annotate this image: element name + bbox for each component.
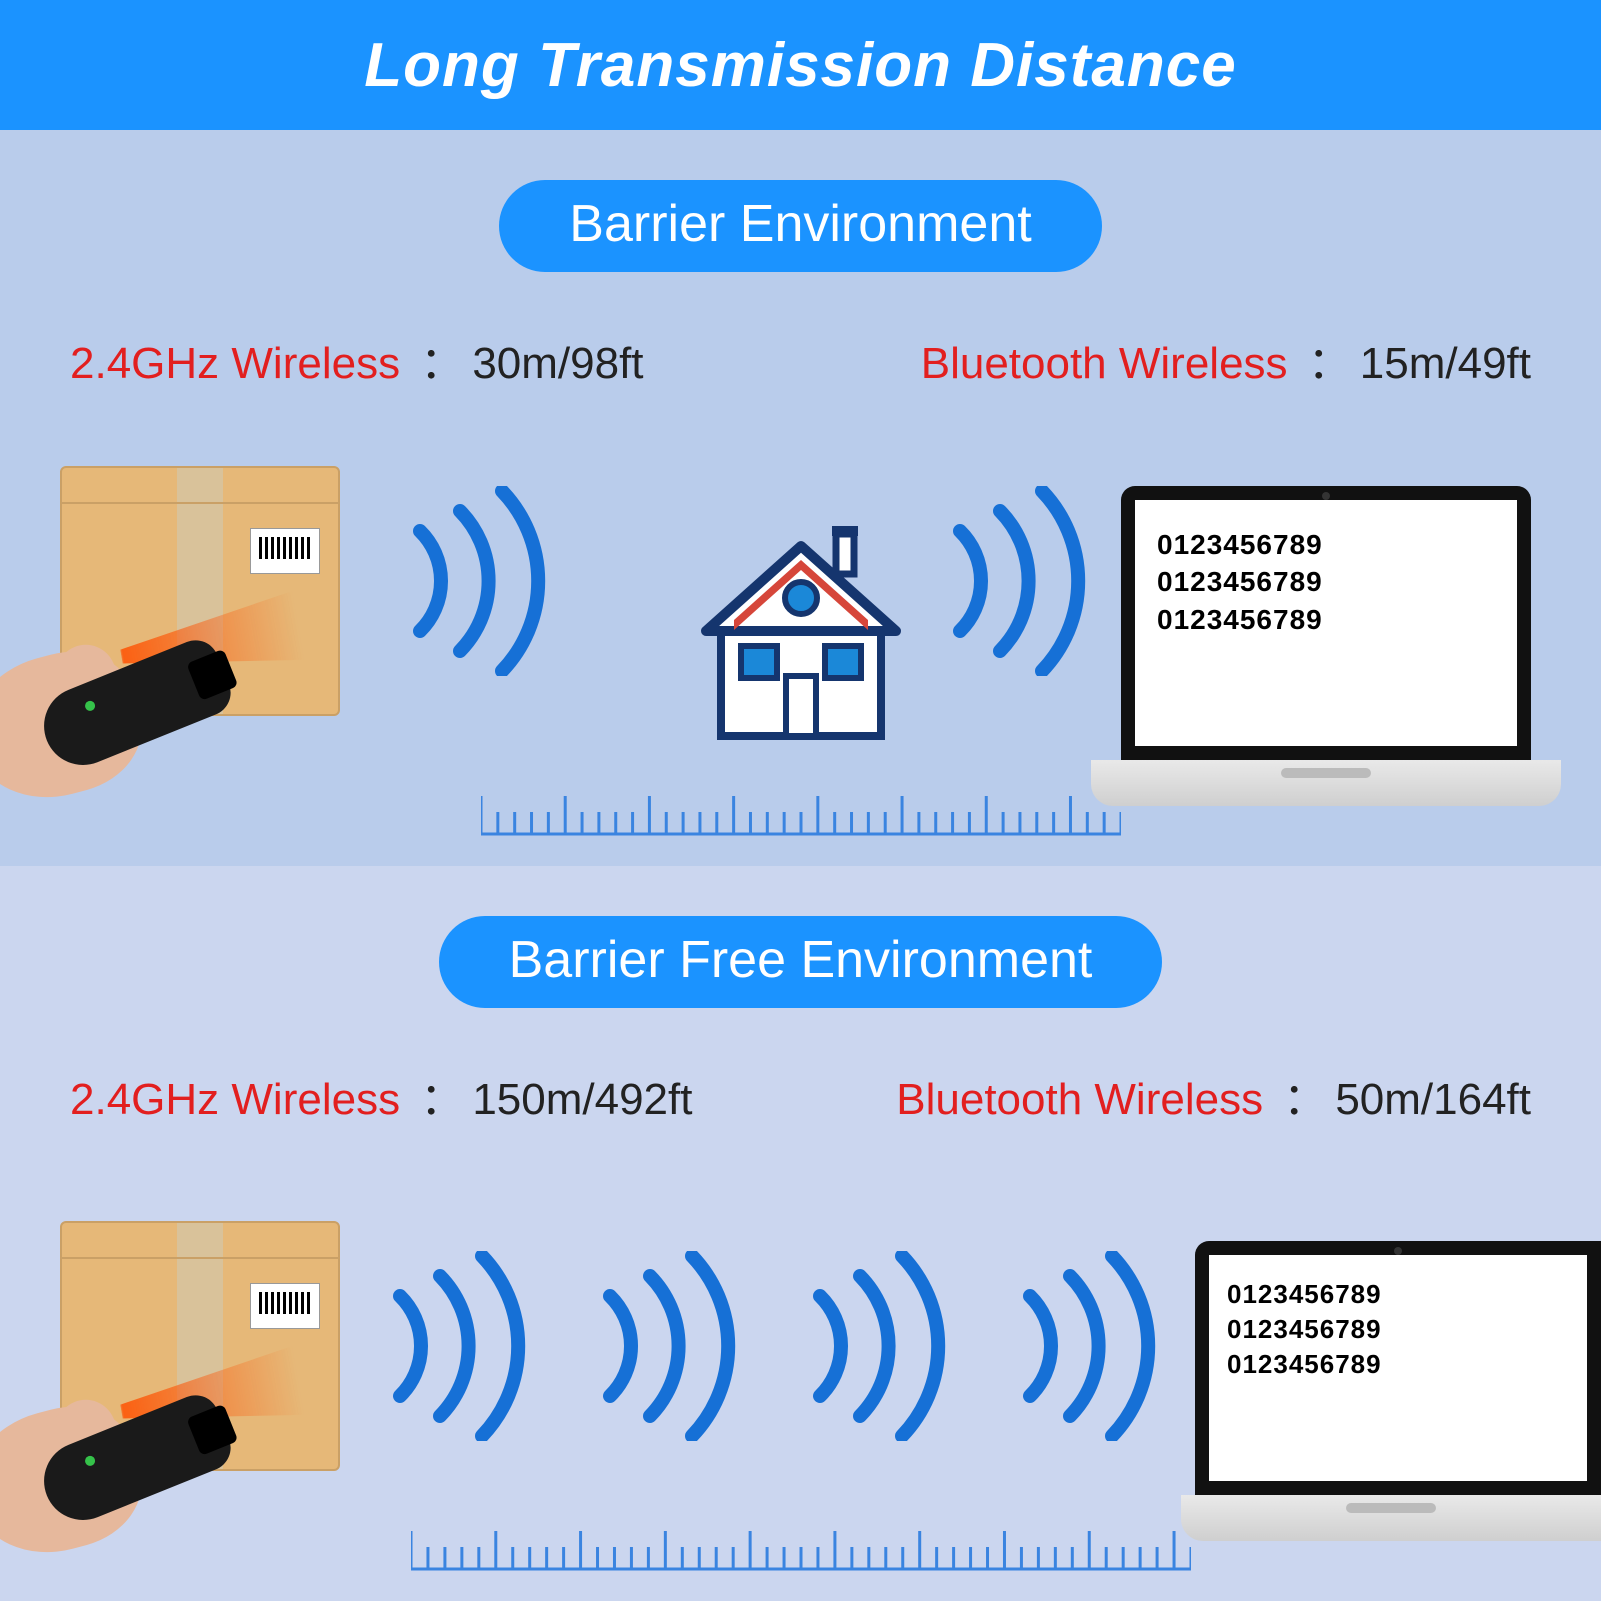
spec-value: 30m/98ft	[472, 339, 643, 388]
signal-wave-icon	[790, 1251, 960, 1441]
spec-item: Bluetooth Wireless ：15m/49ft	[921, 327, 1531, 391]
colon: ：	[1263, 1075, 1335, 1124]
spec-value: 150m/492ft	[472, 1075, 692, 1124]
screen-line: 0123456789	[1227, 1347, 1569, 1382]
colon: ：	[400, 1075, 472, 1124]
ruler-icon	[411, 1521, 1191, 1571]
laptop-camera-icon	[1322, 492, 1330, 500]
section-pill: Barrier Environment	[499, 180, 1101, 272]
spec-label: Bluetooth Wireless	[896, 1075, 1263, 1124]
spec-item: 2.4GHz Wireless ：30m/98ft	[70, 327, 644, 391]
spec-item: Bluetooth Wireless ：50m/164ft	[896, 1063, 1531, 1127]
spec-row: 2.4GHz Wireless ：150m/492ft Bluetooth Wi…	[0, 1063, 1601, 1127]
page-title: Long Transmission Distance	[364, 30, 1236, 101]
illustration-scene: 0123456789 0123456789 0123456789	[0, 421, 1601, 866]
signal-wave-icon	[370, 1251, 540, 1441]
signal-wave-icon	[390, 486, 560, 676]
laptop-icon: 0123456789 0123456789 0123456789	[1181, 1241, 1601, 1541]
spec-item: 2.4GHz Wireless ：150m/492ft	[70, 1063, 692, 1127]
screen-line: 0123456789	[1157, 601, 1495, 639]
section-barrier-free: Barrier Free Environment 2.4GHz Wireless…	[0, 866, 1601, 1601]
scanner-with-box	[0, 466, 360, 776]
spec-value: 15m/49ft	[1360, 339, 1531, 388]
spec-value: 50m/164ft	[1335, 1075, 1531, 1124]
section-barrier: Barrier Environment 2.4GHz Wireless ：30m…	[0, 130, 1601, 866]
laptop-base-icon	[1091, 760, 1561, 806]
signal-wave-icon	[580, 1251, 750, 1441]
colon: ：	[400, 339, 472, 388]
spec-row: 2.4GHz Wireless ：30m/98ft Bluetooth Wire…	[0, 327, 1601, 391]
ruler-icon	[481, 786, 1121, 836]
page-header: Long Transmission Distance	[0, 0, 1601, 130]
laptop-camera-icon	[1394, 1247, 1402, 1255]
barcode-label-icon	[250, 1283, 320, 1329]
section-pill: Barrier Free Environment	[439, 916, 1163, 1008]
barcode-label-icon	[250, 528, 320, 574]
barcode-scanner-icon	[0, 656, 240, 786]
screen-line: 0123456789	[1157, 526, 1495, 564]
laptop-screen: 0123456789 0123456789 0123456789	[1135, 500, 1517, 746]
spec-label: 2.4GHz Wireless	[70, 1075, 400, 1124]
laptop-screen: 0123456789 0123456789 0123456789	[1209, 1255, 1587, 1481]
screen-line: 0123456789	[1227, 1277, 1569, 1312]
screen-line: 0123456789	[1157, 563, 1495, 601]
spec-label: Bluetooth Wireless	[921, 339, 1288, 388]
spec-label: 2.4GHz Wireless	[70, 339, 400, 388]
illustration-scene: 0123456789 0123456789 0123456789	[0, 1157, 1601, 1601]
signal-wave-icon	[930, 486, 1100, 676]
signal-wave-icon	[1000, 1251, 1170, 1441]
colon: ：	[1288, 339, 1360, 388]
scanner-with-box	[0, 1221, 360, 1531]
screen-line: 0123456789	[1227, 1312, 1569, 1347]
house-icon	[686, 516, 916, 746]
section-pill-label: Barrier Environment	[569, 195, 1031, 253]
laptop-icon: 0123456789 0123456789 0123456789	[1091, 486, 1561, 806]
laptop-base-icon	[1181, 1495, 1601, 1541]
barcode-scanner-icon	[0, 1411, 240, 1541]
section-pill-label: Barrier Free Environment	[509, 931, 1093, 989]
